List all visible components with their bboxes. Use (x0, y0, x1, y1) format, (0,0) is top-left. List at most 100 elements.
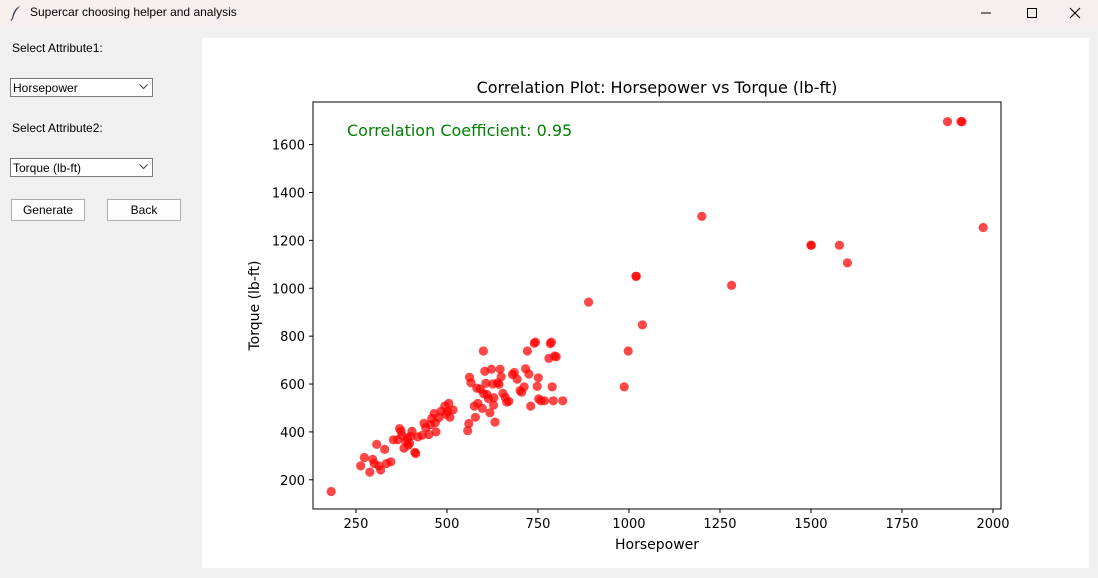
data-point (551, 352, 561, 362)
data-point (486, 364, 496, 374)
y-axis-label: Torque (lb-ft) (247, 261, 263, 352)
data-point (477, 403, 487, 413)
data-point (376, 465, 386, 475)
data-point (431, 427, 441, 437)
data-point (404, 438, 415, 448)
data-point (834, 240, 845, 250)
data-point (548, 396, 558, 406)
data-point (942, 117, 953, 127)
data-point (490, 417, 500, 427)
correlation-annotation: Correlation Coefficient: 0.95 (347, 121, 572, 140)
attribute2-select[interactable]: Torque (lb-ft) (10, 158, 153, 177)
y-tick-label: 200 (280, 474, 305, 489)
data-point (533, 373, 543, 383)
attribute1-value: Horsepower (13, 81, 78, 95)
data-point (407, 426, 417, 436)
data-point (466, 378, 476, 388)
attribute2-label: Select Attribute2: (12, 121, 103, 135)
data-point (464, 418, 474, 429)
data-point (631, 271, 641, 281)
data-point (619, 382, 629, 392)
attribute1-label: Select Attribute1: (12, 41, 103, 55)
close-icon (1069, 7, 1081, 19)
data-point (470, 412, 480, 422)
data-point (547, 382, 557, 392)
plot-canvas: 250 500 750 1000 1250 1500 1750 2000 200 400 600 80… (202, 38, 1089, 568)
window-title: Supercar choosing helper and analysis (30, 5, 237, 19)
x-axis-label: Horsepower (615, 537, 699, 553)
plot-frame (312, 101, 1002, 510)
data-point (463, 426, 473, 436)
data-point (424, 429, 434, 440)
title-bar: Supercar choosing helper and analysis (0, 0, 1098, 26)
data-point (444, 398, 454, 408)
minimize-button[interactable] (963, 0, 1009, 26)
generate-button[interactable]: Generate (11, 199, 85, 221)
data-point (481, 378, 491, 388)
data-point (526, 401, 536, 411)
attribute2-value: Torque (lb-ft) (13, 161, 82, 175)
data-point (489, 393, 499, 403)
data-point (727, 280, 737, 290)
data-point (530, 337, 540, 347)
scatter-chart: 250 500 750 1000 1250 1500 1750 2000 200 400 600 80… (247, 78, 1010, 553)
data-point (978, 222, 988, 233)
data-point (504, 396, 514, 406)
x-tick-label: 750 (526, 517, 551, 532)
data-point (519, 382, 529, 392)
data-point (957, 117, 967, 127)
data-point (522, 346, 532, 356)
x-tick-label: 1250 (703, 517, 736, 532)
data-point (697, 211, 707, 221)
chevron-down-icon (139, 84, 148, 90)
data-point (842, 258, 853, 268)
x-tick-label: 1500 (794, 517, 827, 532)
data-point (380, 444, 390, 454)
y-tick-label: 400 (280, 426, 305, 441)
back-button[interactable]: Back (107, 199, 181, 221)
data-point (494, 379, 504, 389)
x-tick-label: 250 (344, 517, 369, 532)
data-point (326, 486, 336, 497)
data-point (372, 439, 382, 449)
x-tick-label: 2000 (976, 517, 1009, 532)
data-point (445, 412, 455, 422)
x-tick-label: 1000 (612, 517, 645, 532)
y-tick-label: 600 (280, 378, 305, 393)
y-tick-label: 1000 (272, 282, 305, 297)
x-tick-label: 1750 (885, 517, 918, 532)
data-point (539, 396, 550, 406)
data-point (489, 400, 499, 410)
data-point (448, 405, 458, 415)
x-tick-label: 500 (435, 517, 460, 532)
minimize-icon (981, 12, 991, 14)
data-point (532, 381, 542, 391)
data-point (584, 297, 594, 307)
data-point (496, 372, 506, 382)
y-tick-label: 1400 (272, 186, 305, 201)
data-point (485, 408, 495, 418)
y-tick-label: 1600 (272, 139, 305, 154)
data-point (411, 448, 421, 459)
data-point (806, 240, 816, 250)
data-point (359, 452, 369, 463)
data-point (495, 364, 505, 374)
data-point (546, 337, 556, 347)
feather-icon (10, 6, 20, 21)
y-tick-label: 800 (280, 330, 305, 345)
data-point (512, 374, 522, 384)
maximize-icon (1027, 8, 1037, 18)
maximize-button[interactable] (1009, 0, 1055, 26)
attribute1-select[interactable]: Horsepower (10, 78, 153, 97)
data-point (524, 369, 534, 379)
data-point (623, 346, 633, 356)
data-point (637, 320, 647, 330)
data-point (478, 346, 488, 356)
chart-title: Correlation Plot: Horsepower vs Torque (… (477, 78, 838, 97)
chevron-down-icon (139, 164, 148, 170)
y-tick-label: 1200 (272, 234, 305, 249)
close-button[interactable] (1052, 0, 1098, 26)
data-point (558, 396, 568, 406)
data-point (386, 457, 396, 467)
data-point (356, 461, 366, 471)
